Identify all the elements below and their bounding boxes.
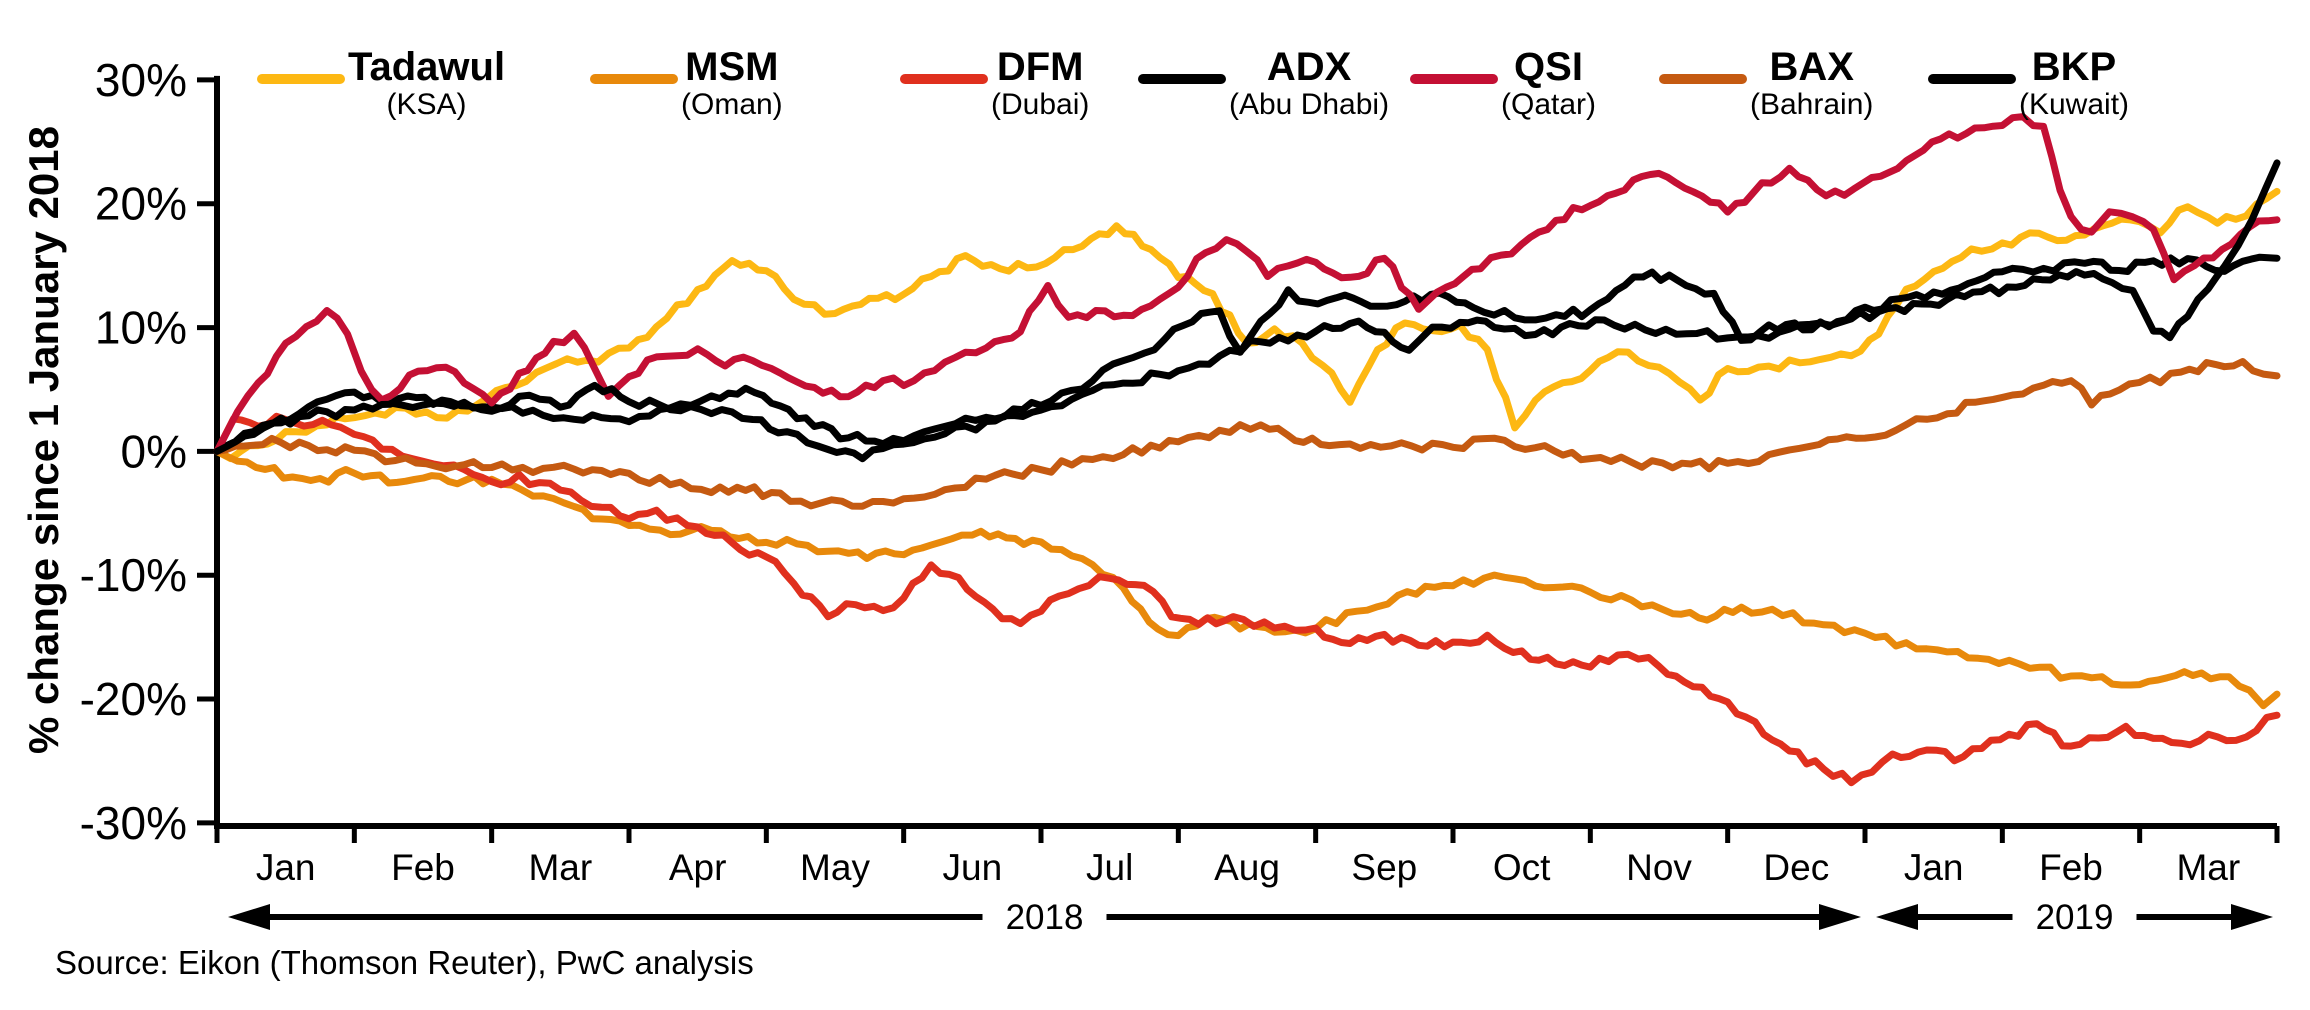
legend-series-country: (Dubai)	[991, 88, 1090, 121]
x-month-label: Mar	[528, 847, 592, 888]
legend-series-name: MSM	[685, 45, 779, 89]
legend-swatch-icon	[1138, 74, 1226, 84]
x-month-label: Feb	[2039, 847, 2103, 888]
legend-series-name: ADX	[1266, 45, 1352, 89]
series-line-bkp	[213, 159, 2281, 463]
legend-item-bax: BAX (Bahrain)	[1659, 46, 1873, 123]
legend-series-name: BAX	[1769, 45, 1854, 89]
x-month-label: Jun	[943, 847, 1003, 888]
legend-swatch-icon	[900, 74, 988, 84]
legend-series-country: (Bahrain)	[1750, 88, 1874, 121]
legend-series-name: DFM	[996, 45, 1084, 89]
legend-series-country: (KSA)	[386, 88, 467, 121]
legend-item-msm: MSM (Oman)	[590, 46, 783, 123]
legend-text: Tadawul (KSA)	[348, 46, 505, 123]
legend-text: DFM (Dubai)	[991, 46, 1089, 123]
legend-series-country: (Oman)	[681, 88, 783, 121]
x-month-label: Aug	[1214, 847, 1280, 888]
arrowhead-icon	[2231, 904, 2273, 930]
legend-item-qsi: QSI (Qatar)	[1410, 46, 1596, 123]
legend-series-country: (Qatar)	[1501, 88, 1597, 121]
x-month-label: Jul	[1086, 847, 1133, 888]
arrowhead-icon	[1819, 904, 1861, 930]
arrowhead-icon	[1876, 904, 1918, 930]
x-month-label: Feb	[391, 847, 455, 888]
series-line-qsi	[213, 113, 2281, 455]
y-tick-label: -10%	[80, 549, 187, 601]
source-text: Source: Eikon (Thomson Reuter), PwC anal…	[55, 944, 754, 981]
legend-swatch-icon	[257, 74, 345, 84]
legend-series-country: (Kuwait)	[2019, 88, 2130, 121]
legend-series-name: QSI	[1514, 45, 1583, 89]
x-month-label: Nov	[1626, 847, 1692, 888]
y-tick-label: 20%	[95, 178, 187, 230]
x-month-label: Dec	[1763, 847, 1829, 888]
x-month-label: Mar	[2176, 847, 2240, 888]
legend-swatch-icon	[1928, 74, 2016, 84]
legend-series-name: Tadawul	[348, 45, 506, 89]
legend-swatch-icon	[1410, 74, 1498, 84]
legend-swatch-icon	[590, 74, 678, 84]
y-tick-label: -20%	[80, 673, 187, 725]
legend-swatch-icon	[1659, 74, 1747, 84]
legend-text: ADX (Abu Dhabi)	[1229, 46, 1389, 123]
legend-text: BAX (Bahrain)	[1750, 46, 1873, 123]
legend-text: BKP (Kuwait)	[2019, 46, 2129, 123]
x-month-label: May	[800, 847, 870, 888]
x-month-label: Jan	[256, 847, 316, 888]
legend-item-dfm: DFM (Dubai)	[900, 46, 1089, 123]
y-tick-label: -30%	[80, 797, 187, 849]
legend-item-tadawul: Tadawul (KSA)	[257, 46, 505, 123]
legend-text: MSM (Oman)	[681, 46, 783, 123]
x-month-label: Sep	[1351, 847, 1417, 888]
x-month-label: Apr	[669, 847, 727, 888]
arrowhead-icon	[228, 904, 270, 930]
legend-series-name: BKP	[2031, 45, 2117, 89]
legend-text: QSI (Qatar)	[1501, 46, 1596, 123]
y-tick-label: 0%	[121, 425, 187, 477]
series-line-adx	[213, 253, 2281, 455]
series-line-bax	[213, 358, 2281, 510]
year-label: 2019	[2036, 898, 2114, 937]
y-axis-title: % change since 1 January 2018	[20, 125, 67, 755]
legend-item-bkp: BKP (Kuwait)	[1928, 46, 2129, 123]
series-line-msm	[213, 447, 2281, 710]
y-tick-label: 30%	[95, 54, 187, 106]
year-label: 2018	[1006, 898, 1084, 937]
y-tick-label: 10%	[95, 302, 187, 354]
series-line-tadawul	[213, 187, 2281, 463]
series-line-dfm	[213, 412, 2281, 787]
x-month-label: Jan	[1904, 847, 1964, 888]
legend-item-adx: ADX (Abu Dhabi)	[1138, 46, 1389, 123]
legend-series-country: (Abu Dhabi)	[1229, 88, 1390, 121]
x-month-label: Oct	[1493, 847, 1551, 888]
